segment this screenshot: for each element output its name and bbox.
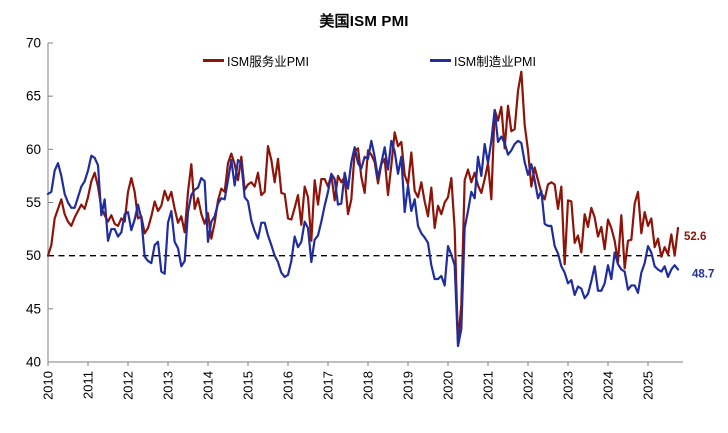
svg-text:2010: 2010 [41,371,56,400]
series-line-services [46,70,680,344]
svg-text:2023: 2023 [561,371,576,400]
y-axis-ticks [48,42,53,363]
svg-text:2015: 2015 [241,371,256,400]
svg-text:2022: 2022 [521,371,536,400]
svg-text:2019: 2019 [401,371,416,400]
svg-text:40: 40 [26,355,41,370]
y-axis-labels: 40 45 50 55 60 65 70 [26,36,41,370]
axes [47,43,683,363]
svg-text:2012: 2012 [121,371,136,400]
series-line-manufacturing [46,108,680,348]
end-label-manufacturing: 48.7 [692,268,714,280]
svg-text:2014: 2014 [201,371,216,400]
svg-text:50: 50 [26,248,41,263]
legend-item-manufacturing: ISM制造业PMI [430,51,536,70]
svg-text:2017: 2017 [321,371,336,400]
svg-text:2024: 2024 [601,371,616,400]
svg-text:2021: 2021 [481,371,496,400]
svg-text:2020: 2020 [441,371,456,400]
svg-text:2016: 2016 [281,371,296,400]
svg-text:65: 65 [26,89,41,104]
x-axis-ticks [47,362,649,366]
svg-text:2013: 2013 [161,371,176,400]
end-label-services: 52.6 [684,231,706,243]
legend-item-services: ISM服务业PMI [203,51,309,70]
legend-label-manufacturing: ISM制造业PMI [454,55,536,69]
x-axis-labels: 2010 2011 2012 2013 2014 2015 2016 2017 2018 2019… [41,371,656,400]
svg-text:45: 45 [26,301,41,316]
svg-text:55: 55 [26,195,41,210]
legend-line-swatch-services [203,59,224,62]
svg-text:60: 60 [26,142,41,157]
svg-text:70: 70 [26,36,41,51]
legend-line-swatch-manufacturing [430,59,451,62]
svg-text:2025: 2025 [641,371,656,400]
svg-text:2018: 2018 [361,371,376,400]
chart-title: 美国ISM PMI [319,13,409,30]
svg-text:2011: 2011 [81,371,96,399]
legend-label-services: ISM服务业PMI [227,55,309,69]
